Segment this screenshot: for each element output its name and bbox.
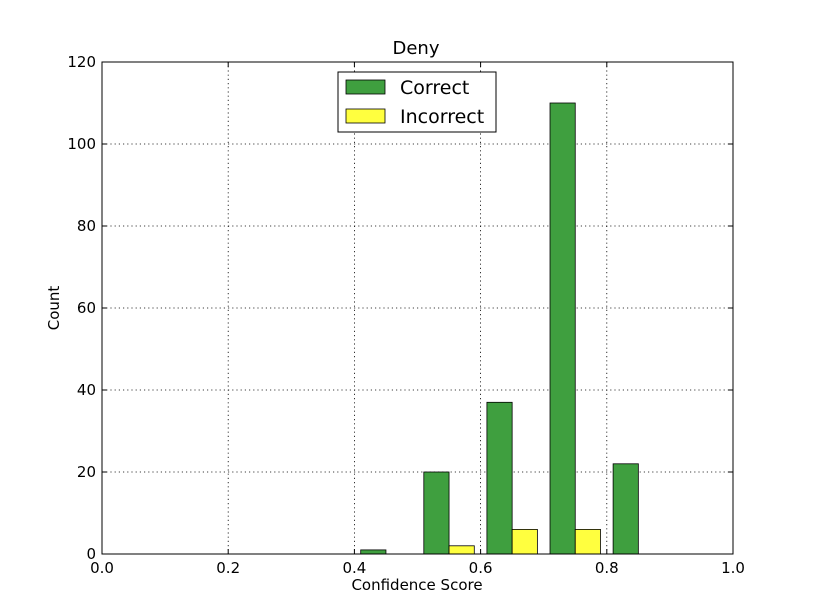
bar-correct-4: [360, 549, 387, 555]
y-tick-label: 100: [67, 135, 96, 153]
legend-swatch-correct: [345, 79, 386, 95]
bar-correct-5: [423, 471, 450, 555]
legend-label-incorrect: Incorrect: [400, 106, 484, 128]
legend-swatch-incorrect: [345, 108, 386, 124]
y-tick-label: 40: [77, 381, 96, 399]
bars: [360, 102, 639, 555]
legend-label-correct: Correct: [400, 77, 469, 99]
bar-incorrect-5: [448, 545, 475, 555]
bar-incorrect-6: [511, 529, 538, 555]
chart-title: Deny: [393, 38, 440, 59]
legend: Correct Incorrect: [337, 71, 497, 133]
axis-ticks: 0.0 0.2 0.4 0.6 0.8 1.0 0 20 40 60 80 100 120: [67, 53, 745, 577]
x-tick-label: 1.0: [721, 559, 745, 577]
bar-correct-7: [549, 102, 576, 555]
bar-correct-8: [612, 463, 639, 555]
x-tick-label: 0.8: [595, 559, 619, 577]
y-tick-label: 60: [77, 299, 96, 317]
x-tick-label: 0.0: [90, 559, 114, 577]
x-tick-label: 0.2: [216, 559, 240, 577]
x-tick-label: 0.4: [342, 559, 366, 577]
y-tick-label: 0: [86, 545, 96, 563]
y-axis-title: Count: [45, 286, 63, 331]
bar-incorrect-7: [574, 529, 601, 555]
y-tick-label: 120: [67, 53, 96, 71]
y-tick-label: 80: [77, 217, 96, 235]
x-axis-title: Confidence Score: [351, 576, 482, 594]
bar-correct-6: [486, 401, 513, 555]
x-tick-label: 0.6: [469, 559, 493, 577]
y-tick-label: 20: [77, 463, 96, 481]
